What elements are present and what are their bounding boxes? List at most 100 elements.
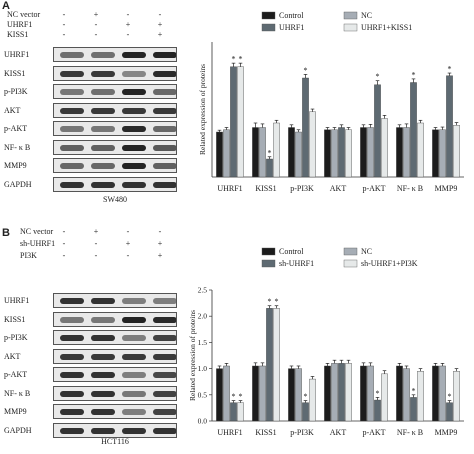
condition-sign: -: [126, 251, 130, 260]
blot-band: [122, 89, 146, 95]
bar: [216, 131, 223, 178]
blot-band: [91, 353, 115, 360]
bar: [288, 127, 295, 178]
bar-chart: Related expression of proteins UHRF1 KISS1…: [198, 11, 464, 193]
blot-band: [153, 107, 176, 114]
bar: [273, 308, 280, 422]
blot-band: [122, 390, 146, 397]
condition-sign: +: [157, 239, 163, 248]
bar: [237, 402, 244, 422]
blot-row-label: AKT: [4, 105, 21, 115]
significance-asterisk: *: [232, 392, 236, 401]
blot-row-label: p-PI3K: [4, 333, 28, 342]
blot-band: [153, 181, 176, 188]
x-tick-label: MMP9: [435, 184, 458, 193]
bar: [446, 402, 453, 422]
blot-row-label: NF- κ B: [4, 142, 31, 152]
blot-band: [91, 70, 115, 77]
legend-entry: UHRF1: [279, 23, 304, 32]
blot-band: [91, 298, 115, 304]
y-tick-label: 1.5: [198, 338, 208, 347]
blot-band: [91, 427, 115, 434]
blot-row-label: p-AKT: [4, 124, 28, 133]
bar: [432, 365, 439, 422]
legend-entry: NC: [361, 11, 372, 20]
blot-band: [91, 144, 115, 151]
blot-row-label: MMP9: [4, 407, 27, 416]
x-tick-label: p-AKT: [362, 184, 385, 193]
bar: [417, 122, 424, 178]
panel-label: B: [2, 227, 10, 239]
bar: [360, 127, 367, 178]
bar: [410, 397, 417, 422]
significance-asterisk: *: [448, 392, 452, 401]
condition-sign: -: [126, 10, 130, 19]
blot-row-label: p-PI3K: [4, 87, 28, 96]
blot-strip: [53, 367, 177, 382]
bar: [302, 77, 309, 178]
condition-sign: +: [157, 20, 163, 29]
x-tick-label: AKT: [330, 428, 347, 437]
y-tick-label: 2.0: [198, 312, 208, 321]
bar: [295, 131, 302, 178]
blot-band: [91, 163, 115, 169]
legend-swatch: [261, 247, 276, 256]
blot-band: [122, 372, 146, 378]
bar: [230, 402, 237, 422]
condition-sign: -: [62, 239, 66, 248]
blot-row-label: MMP9: [4, 161, 27, 170]
blot-band: [60, 316, 84, 323]
significance-asterisk: *: [412, 70, 416, 79]
blot-band: [60, 163, 84, 169]
blot-band: [122, 181, 146, 188]
condition-sign: -: [126, 30, 130, 39]
blot-band: [122, 126, 146, 132]
blot-band: [122, 70, 146, 77]
bar: [230, 66, 237, 178]
legend-entry: UHRF1+KISS1: [361, 23, 412, 32]
condition-sign: +: [125, 239, 131, 248]
condition-label: sh-UHRF1: [20, 239, 56, 248]
blot-band: [60, 89, 84, 95]
bar: [453, 125, 460, 178]
bar: [439, 365, 446, 422]
blot-strip: [53, 84, 177, 99]
legend-swatch: [343, 259, 358, 268]
blot-strip: [53, 330, 177, 345]
blot-strip: [53, 139, 177, 155]
bar: [216, 368, 223, 422]
y-tick-label: 0.5: [198, 390, 208, 399]
bar: [374, 399, 381, 422]
bar: [403, 368, 410, 422]
blot-band: [122, 298, 146, 304]
blot-row-label: p-AKT: [4, 370, 28, 379]
bar: [288, 368, 295, 422]
x-tick-label: UHRF1: [217, 428, 242, 437]
bar: [259, 365, 266, 422]
blot-band: [122, 353, 146, 360]
blot-band: [60, 298, 84, 304]
blot-band: [60, 427, 84, 434]
significance-asterisk: *: [376, 72, 380, 81]
bar: [396, 365, 403, 422]
y-tick-label: 1.0: [198, 364, 208, 373]
blot-band: [60, 70, 84, 77]
blot-strip: [53, 348, 177, 364]
blot-band: [153, 335, 176, 341]
significance-asterisk: *: [304, 66, 308, 75]
condition-sign: -: [62, 10, 66, 19]
condition-label: PI3K: [20, 251, 37, 260]
bar: [324, 365, 331, 422]
bar: [439, 129, 446, 178]
blot-band: [60, 390, 84, 397]
blot-band: [91, 107, 115, 114]
legend-entry: Control: [279, 11, 304, 20]
blot-band: [122, 107, 146, 114]
blot-strip: [53, 65, 177, 81]
condition-sign: +: [93, 10, 99, 19]
x-tick-label: NF- κ B: [397, 184, 423, 193]
x-tick-label: UHRF1: [217, 184, 242, 193]
condition-sign: -: [94, 251, 98, 260]
blot-band: [153, 390, 176, 397]
blot-band: [153, 409, 176, 415]
